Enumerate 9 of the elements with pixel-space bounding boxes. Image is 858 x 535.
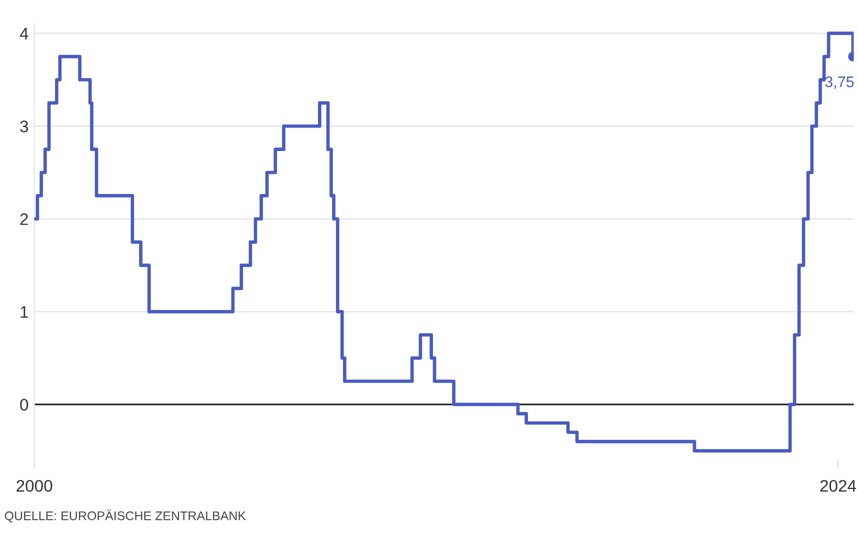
y-tick-label: 2 — [20, 213, 28, 225]
x-tick-label: 2024 — [820, 480, 856, 492]
data-label: 3,75 — [825, 76, 854, 90]
y-tick-label: 1 — [20, 306, 28, 318]
x-tick-label: 2000 — [16, 480, 52, 492]
y-tick-label: 0 — [20, 398, 28, 411]
y-tick-label: 3 — [20, 120, 28, 132]
source-note: QUELLE: EUROPÄISCHE ZENTRALBANK — [4, 510, 246, 522]
y-tick-label: 4 — [20, 28, 28, 40]
